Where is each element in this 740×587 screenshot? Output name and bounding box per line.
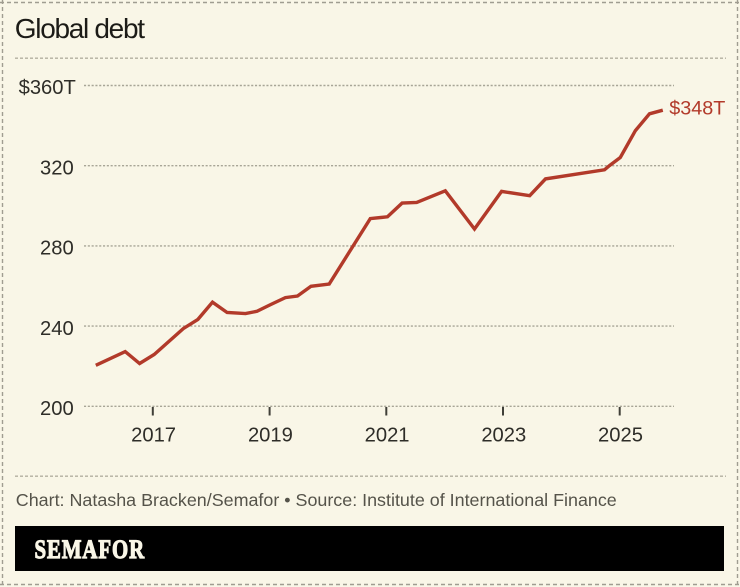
svg-text:Chart: Natasha Bracken/Semafor: Chart: Natasha Bracken/Semafor • Source:… [16, 490, 617, 510]
svg-text:Global debt: Global debt [15, 13, 145, 44]
svg-text:320: 320 [40, 158, 74, 180]
svg-text:$348T: $348T [669, 98, 725, 120]
svg-text:2019: 2019 [248, 425, 293, 447]
svg-text:200: 200 [40, 398, 74, 420]
svg-text:2017: 2017 [131, 425, 176, 447]
svg-text:240: 240 [40, 318, 74, 340]
svg-text:2023: 2023 [481, 425, 526, 447]
svg-text:$360T: $360T [19, 77, 76, 99]
svg-text:SEMAFOR: SEMAFOR [35, 536, 146, 565]
svg-text:2021: 2021 [365, 425, 410, 447]
svg-text:2025: 2025 [598, 425, 643, 447]
svg-text:280: 280 [40, 238, 74, 260]
